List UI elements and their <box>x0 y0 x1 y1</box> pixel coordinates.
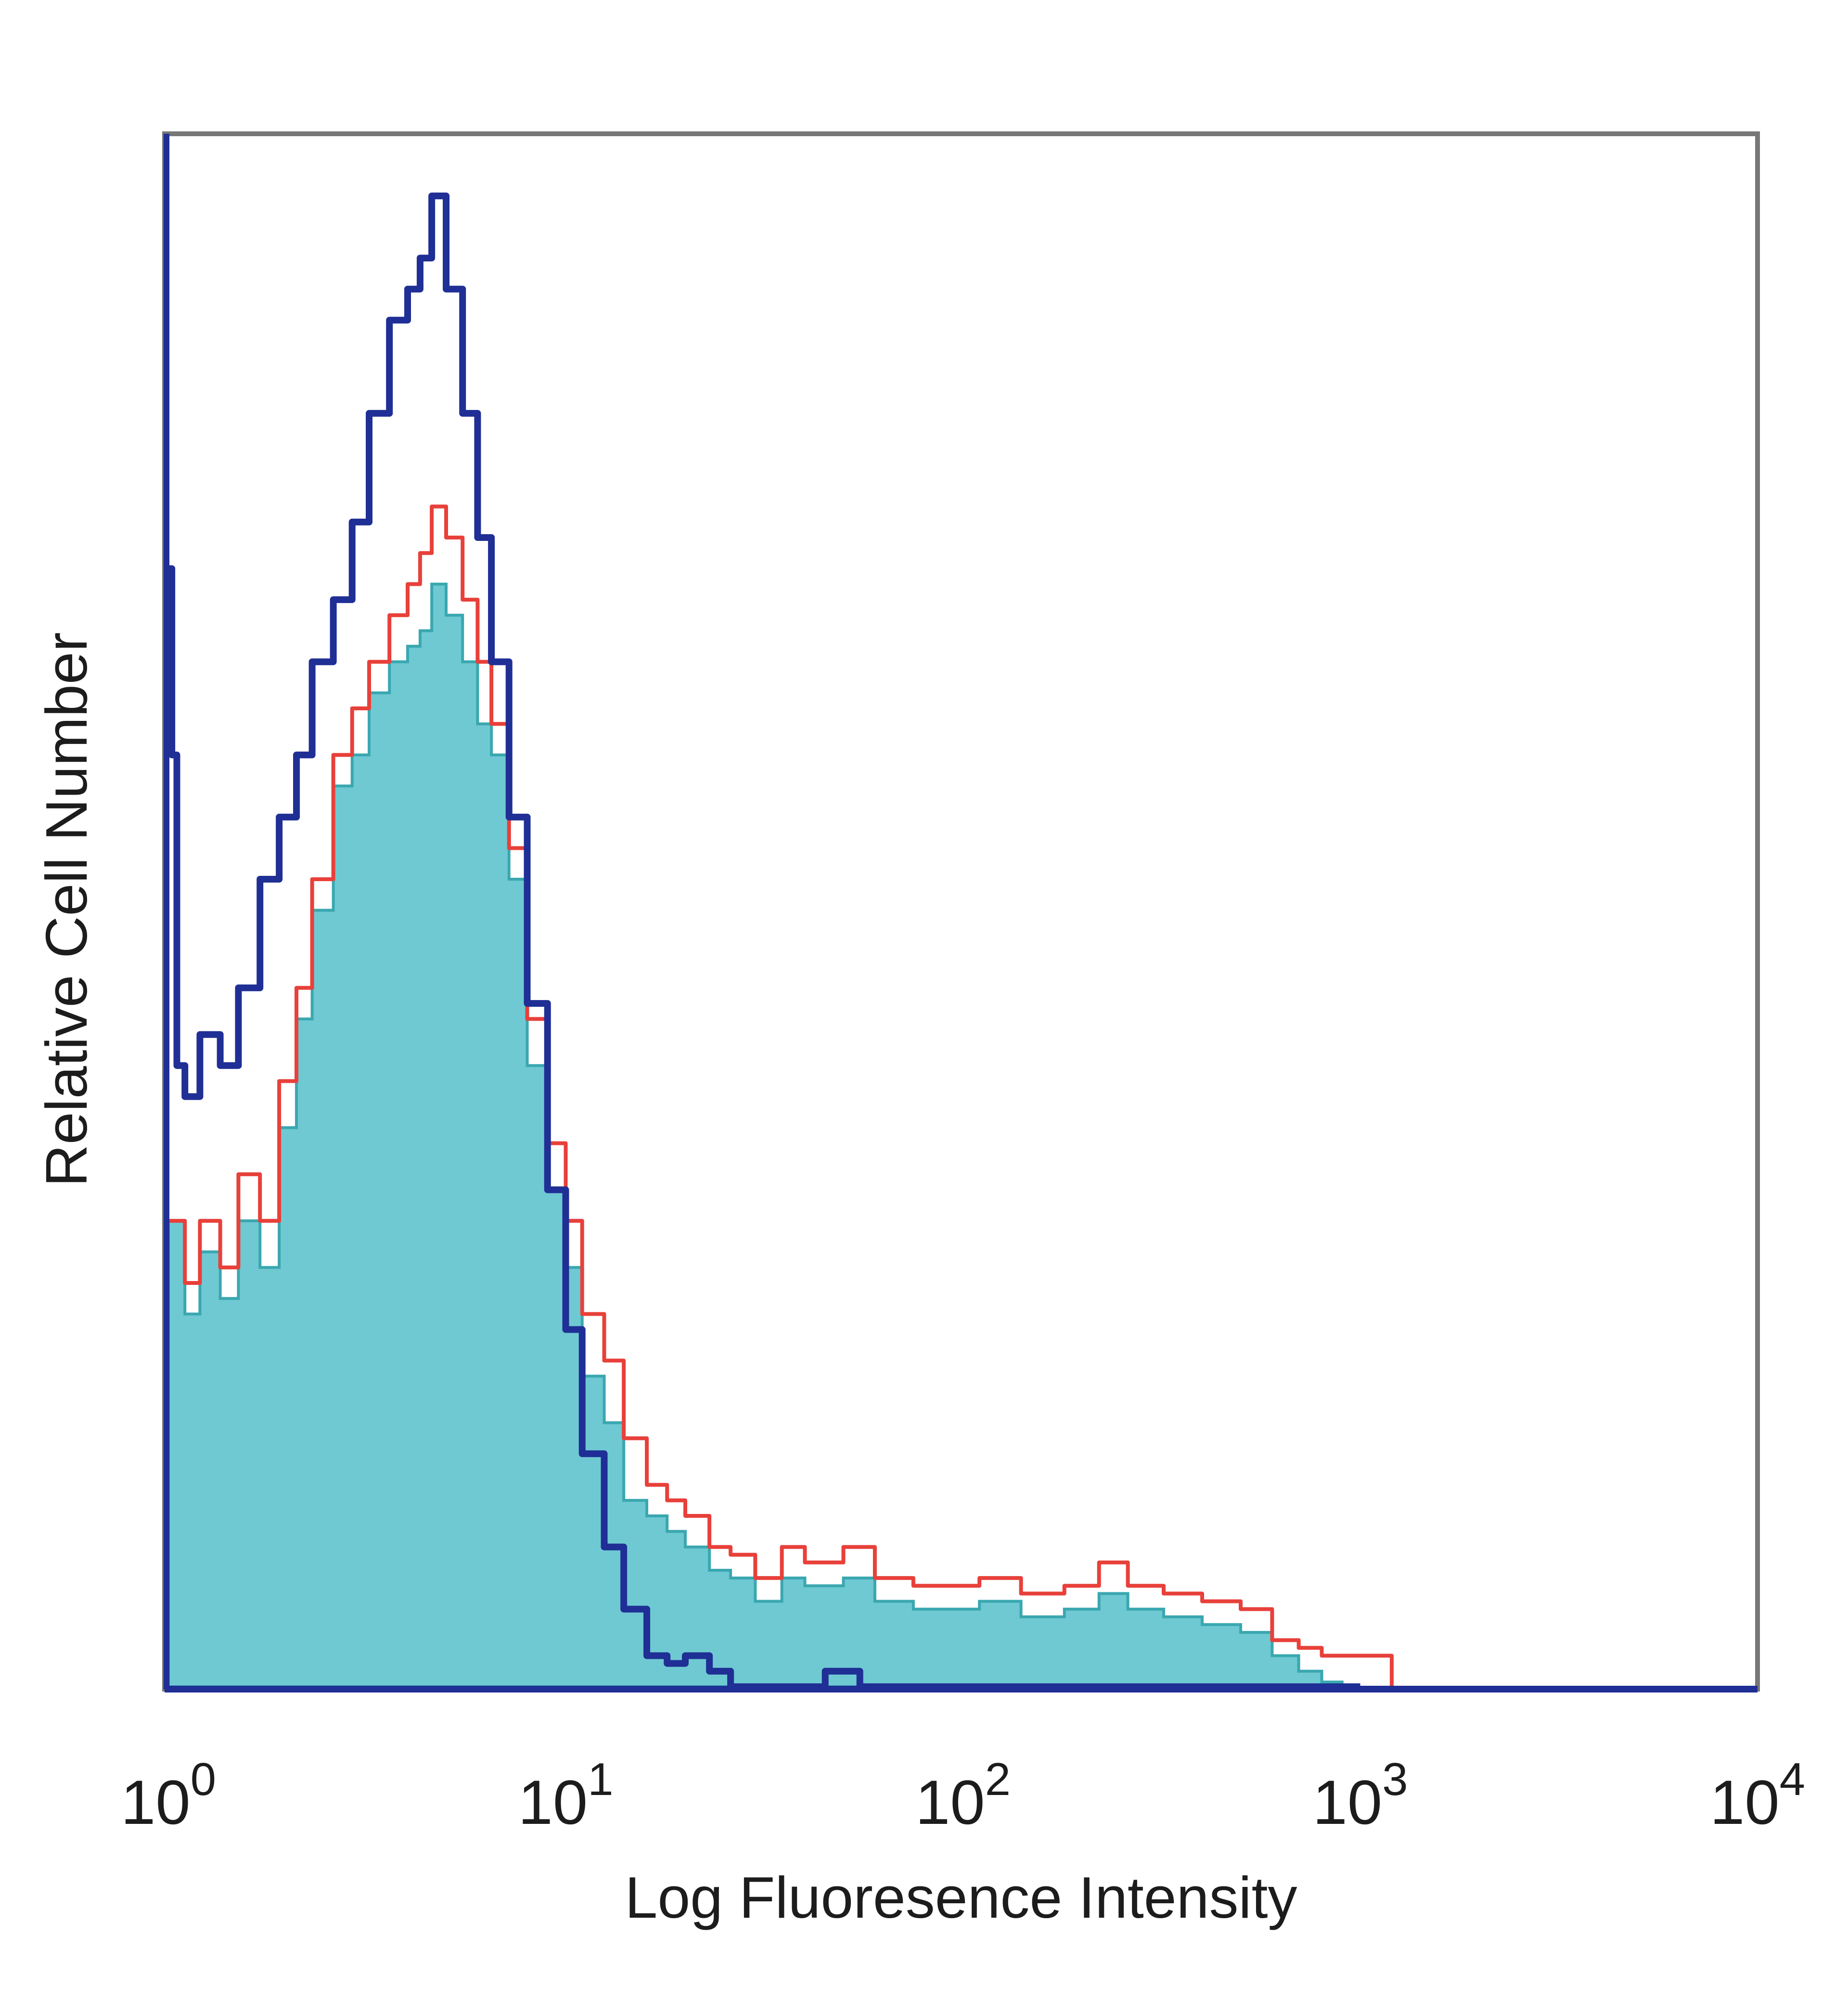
series-red-histogram <box>168 504 1394 1687</box>
x-tick-label-1: 101 <box>518 1754 614 1837</box>
plot-area <box>167 192 1394 1690</box>
x-tick-label-4: 104 <box>1710 1754 1805 1837</box>
y-axis-label: Relative Cell Number <box>34 632 99 1187</box>
x-tick-labels: 100 101 102 103 104 <box>121 1754 1805 1837</box>
x-tick-label-0: 100 <box>121 1754 216 1837</box>
x-tick-label-2: 102 <box>915 1754 1011 1837</box>
x-axis-label: Log Fluoresence Intensity <box>625 1865 1297 1930</box>
series-filled-histogram <box>167 582 1344 1688</box>
x-tick-label-3: 103 <box>1313 1754 1408 1837</box>
series-blue-histogram <box>168 192 1360 1690</box>
